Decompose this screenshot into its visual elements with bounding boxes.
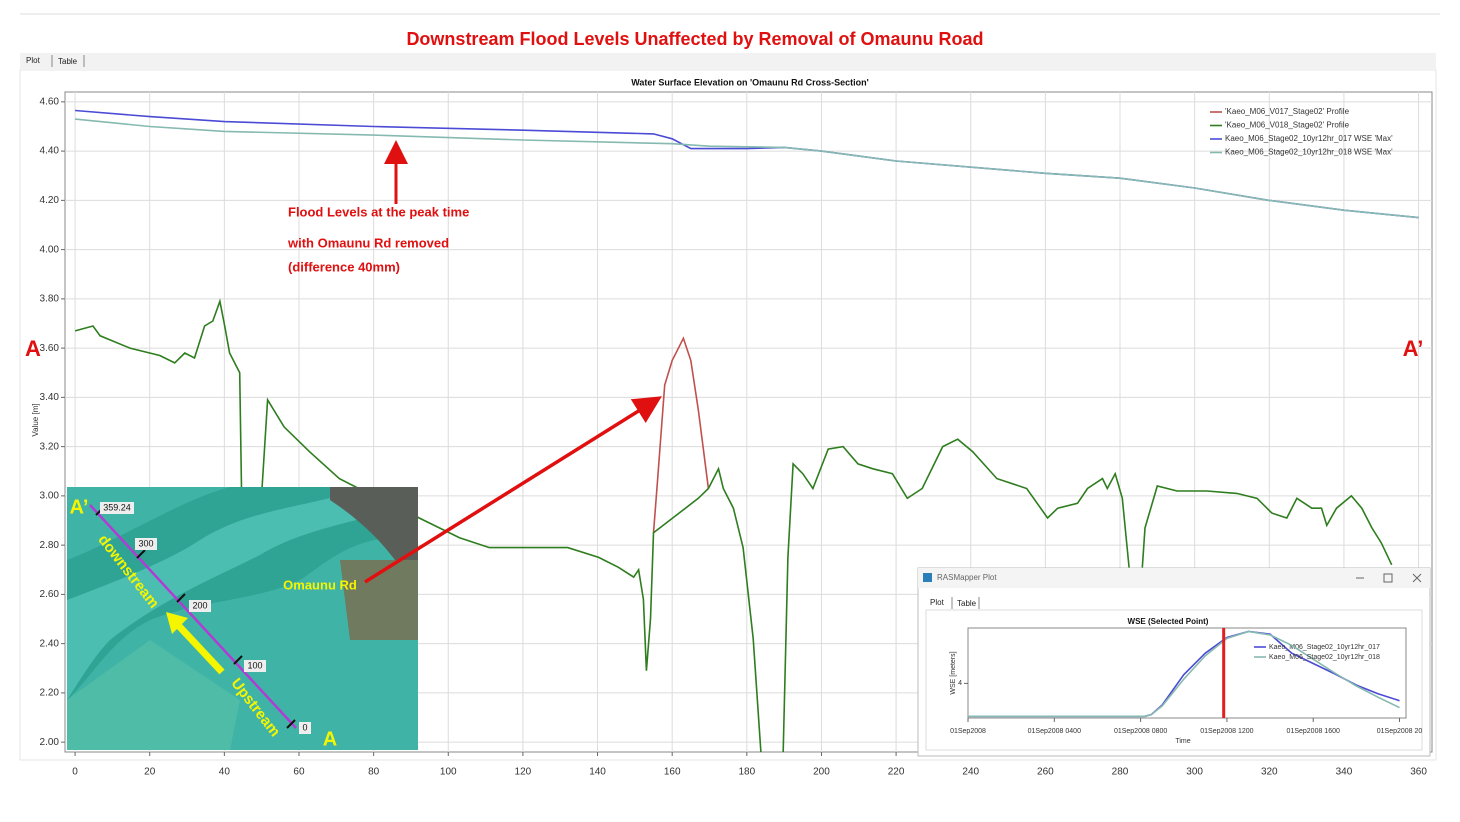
map-label: 200 (192, 600, 207, 610)
legend-label: Kaeo_M06_Stage02_10yr12hr_018 (1269, 654, 1380, 661)
series-line (652, 336, 710, 533)
y-tick-label: 2.00 (40, 737, 60, 748)
map-label-box (100, 502, 134, 514)
map-field (67, 640, 240, 750)
annotation: (difference 40mm) (288, 259, 400, 274)
map-label-box (135, 538, 157, 550)
map-label: 359.24 (103, 502, 131, 512)
x-tick-label: 80 (368, 767, 380, 778)
map-label-box (189, 600, 211, 612)
y-tick-label: 2.60 (40, 589, 60, 600)
tab[interactable]: Plot (930, 598, 945, 607)
legend-label: Kaeo_M06_Stage02_10yr12hr_018 WSE 'Max' (1225, 148, 1393, 157)
map-inset: 359.24 300 200 100 0 A’ A downstream Ups… (67, 487, 418, 750)
map-chainage-tick (176, 593, 186, 603)
x-tick-label: 320 (1261, 767, 1278, 778)
page-title: Downstream Flood Levels Unaffected by Re… (406, 29, 983, 49)
y-tick-label: 3.80 (40, 294, 60, 305)
plot-area (967, 627, 1407, 719)
map-flow-arrowhead (166, 612, 188, 634)
annotation: A’ (1403, 336, 1424, 361)
map-label-box (299, 722, 311, 734)
x-tick-label: 01Sep2008 20 (1377, 728, 1423, 735)
chart-title: WSE (Selected Point) (1128, 617, 1209, 626)
y-tick-label: 4.20 (40, 195, 60, 206)
map-chainage-tick (136, 549, 146, 559)
x-tick-label: 0 (72, 767, 78, 778)
x-tick-label: 20 (144, 767, 156, 778)
x-tick-label: 01Sep2008 1600 (1287, 728, 1340, 735)
map-section-end: A (323, 728, 337, 750)
map-road-label: Omaunu Rd (283, 577, 357, 592)
tab[interactable]: Table (58, 57, 78, 66)
x-tick-label: 01Sep2008 (950, 728, 986, 735)
window-close[interactable] (1412, 573, 1422, 583)
y-tick-label: 4.00 (40, 244, 60, 255)
x-tick-label: 40 (219, 767, 231, 778)
map-label: 0 (302, 722, 307, 732)
tab[interactable]: Plot (26, 56, 41, 65)
map-label-box (244, 660, 266, 672)
annotation: A (25, 336, 41, 361)
tab-bar (20, 53, 1436, 69)
x-tick-label: 01Sep2008 1200 (1200, 728, 1253, 735)
legend-label: 'Kaeo_M06_V017_Stage02' Profile (1225, 107, 1350, 116)
x-tick-label: 120 (515, 767, 532, 778)
y-tick-label: 3.00 (40, 491, 60, 502)
y-tick-label: 3.20 (40, 441, 60, 452)
x-tick-label: 180 (738, 767, 755, 778)
x-tick-label: 340 (1336, 767, 1353, 778)
legend-label: Kaeo_M06_Stage02_10yr12hr_017 (1269, 644, 1380, 651)
map-chainage-line (89, 504, 297, 729)
map-flow-arrow (175, 622, 225, 675)
window-icon (923, 573, 932, 582)
map-chainage-tick (286, 719, 296, 729)
y-tick-label: 4 (958, 680, 962, 687)
x-tick-label: 360 (1410, 767, 1427, 778)
x-tick-label: 280 (1112, 767, 1129, 778)
x-tick-label: 220 (888, 767, 905, 778)
y-tick-label: 2.40 (40, 638, 60, 649)
window-titlebar (918, 568, 1430, 588)
legend-label: 'Kaeo_M06_V018_Stage02' Profile (1225, 121, 1350, 130)
annotation: Flood Levels at the peak time (288, 204, 469, 219)
annotation: with Omaunu Rd removed (287, 235, 449, 250)
map-label: 100 (247, 660, 262, 670)
series-line (968, 630, 1400, 718)
x-axis-label: Time (1175, 738, 1190, 745)
chart-title: Water Surface Elevation on 'Omaunu Rd Cr… (631, 77, 869, 87)
y-axis-label: Value [m] (31, 403, 40, 436)
window-title: RASMapper Plot (937, 573, 997, 582)
y-tick-label: 4.40 (40, 146, 60, 157)
x-tick-label: 240 (962, 767, 979, 778)
x-tick-label: 140 (589, 767, 606, 778)
map-section-end: A’ (70, 496, 89, 518)
y-tick-label: 3.60 (40, 343, 60, 354)
y-axis-label: WSE [meters] (950, 651, 957, 694)
x-tick-label: 300 (1186, 767, 1203, 778)
inset-chart: WSE (Selected Point) 4 01Sep2008 01Sep2008 … (950, 617, 1423, 745)
y-tick-label: 2.20 (40, 688, 60, 699)
x-tick-label: 260 (1037, 767, 1054, 778)
annotation-arrow (364, 396, 662, 584)
x-tick-label: 01Sep2008 0800 (1114, 728, 1167, 735)
map-label: 300 (138, 538, 153, 548)
y-tick-label: 4.60 (40, 96, 60, 107)
tab[interactable]: Table (957, 599, 977, 608)
map-road-area (330, 487, 418, 560)
window-maximize[interactable] (1383, 573, 1393, 583)
x-tick-label: 60 (293, 767, 305, 778)
x-tick-label: 100 (440, 767, 457, 778)
x-tick-label: 200 (813, 767, 830, 778)
map-buildings (340, 560, 418, 640)
legend-label: Kaeo_M06_Stage02_10yr12hr_017 WSE 'Max' (1225, 134, 1393, 143)
y-tick-label: 2.80 (40, 540, 60, 551)
y-tick-label: 3.40 (40, 392, 60, 403)
map-chainage-tick (233, 655, 243, 665)
series-line (75, 118, 1419, 219)
x-tick-label: 160 (664, 767, 681, 778)
x-tick-label: 01Sep2008 0400 (1028, 728, 1081, 735)
